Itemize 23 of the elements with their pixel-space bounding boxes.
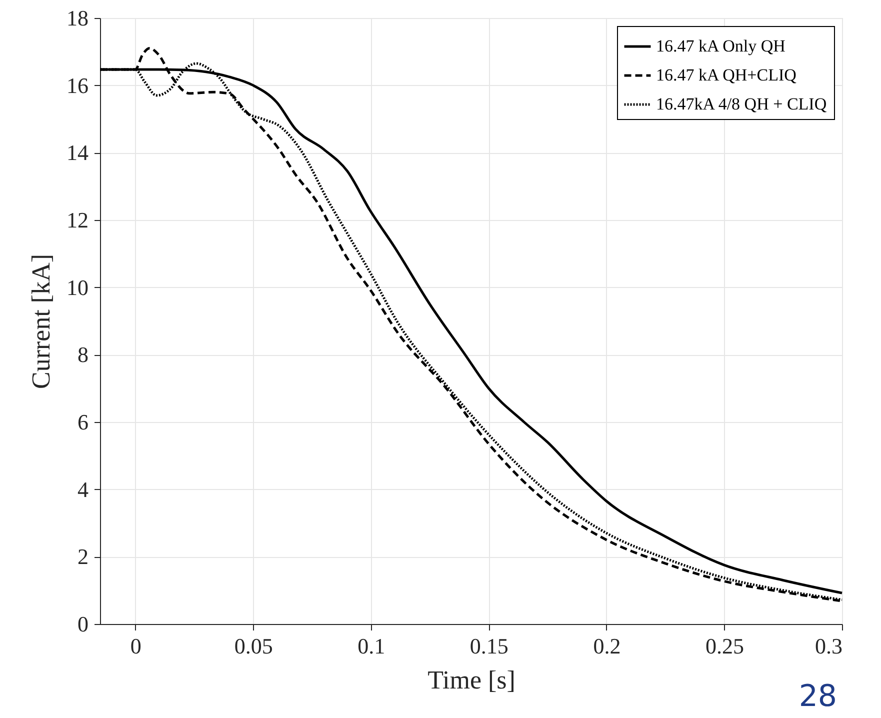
y-tick-label: 10: [66, 274, 88, 300]
x-tick-label: 0: [130, 634, 142, 658]
x-tick-label: 0.3: [815, 634, 842, 658]
y-tick-label: 0: [78, 612, 88, 636]
y-tick-label: 16: [66, 72, 88, 98]
y-tick-label: 4: [78, 476, 88, 502]
y-tick-label: 6: [78, 410, 88, 434]
x-tick-label: 0.25: [705, 634, 744, 658]
x-tick-label: 0.15: [470, 634, 508, 658]
x-tick-label: 0.2: [593, 634, 621, 658]
legend-label: 16.47 kA Only QH: [656, 36, 786, 56]
x-tick-label: 0.05: [234, 634, 273, 658]
y-tick-label: 14: [66, 140, 88, 166]
y-tick-label: 2: [78, 544, 88, 570]
legend-label: 16.47kA 4/8 QH + CLIQ: [656, 94, 827, 114]
text: 28: [798, 679, 837, 714]
y-axis-title: Current [kA]: [26, 254, 56, 390]
y-tick-label: 12: [66, 208, 88, 232]
x-axis-title: Time [s]: [428, 666, 516, 694]
y-tick-label: 18: [66, 6, 88, 30]
y-tick-label: 8: [78, 342, 88, 368]
legend-label: 16.47 kA QH+CLIQ: [656, 66, 796, 84]
x-tick-label: 0.1: [358, 634, 386, 658]
